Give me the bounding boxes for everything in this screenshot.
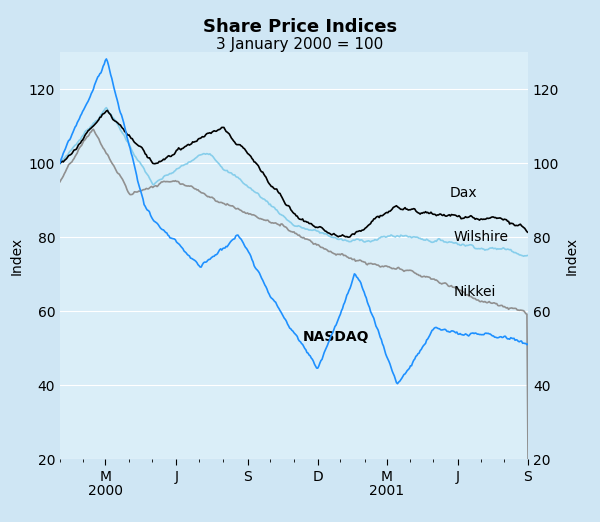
Text: 3 January 2000 = 100: 3 January 2000 = 100 (217, 37, 383, 52)
Text: NASDAQ: NASDAQ (302, 330, 369, 344)
Y-axis label: Index: Index (565, 236, 579, 275)
Text: Wilshire: Wilshire (454, 230, 509, 244)
Text: 2000: 2000 (88, 484, 123, 499)
Text: Dax: Dax (449, 185, 477, 199)
Text: Nikkei: Nikkei (454, 286, 496, 300)
Text: 2001: 2001 (369, 484, 404, 499)
Text: Share Price Indices: Share Price Indices (203, 18, 397, 36)
Y-axis label: Index: Index (9, 236, 23, 275)
